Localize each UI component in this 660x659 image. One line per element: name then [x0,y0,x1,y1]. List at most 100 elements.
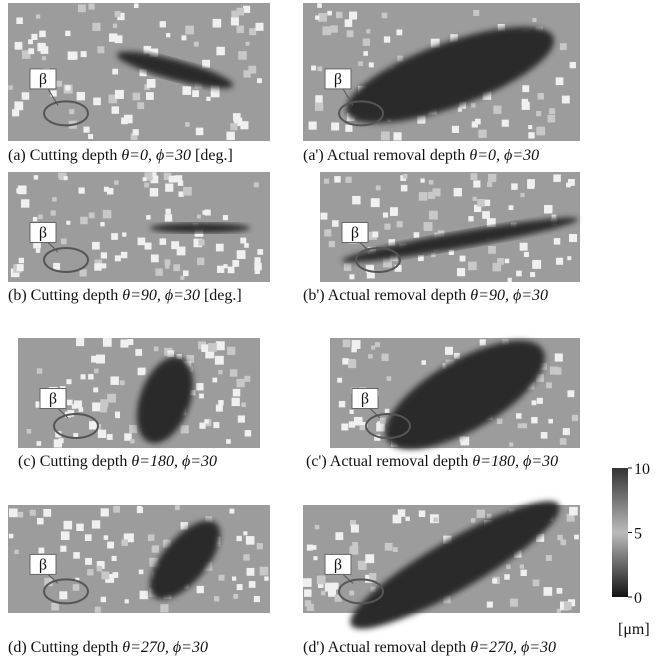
beta-label: β [334,71,342,88]
noise [216,341,225,350]
noise [429,180,434,185]
noise [197,215,201,219]
noise [198,239,204,245]
noise [168,350,175,357]
noise [497,418,503,424]
noise [320,213,327,220]
noise [349,12,357,20]
noise [543,587,552,596]
noise [214,596,219,601]
noise [18,512,24,518]
noise [385,409,390,414]
noise [28,48,34,54]
noise [194,42,199,47]
noise [146,92,154,100]
noise [15,42,23,50]
noise [311,65,316,70]
noise [56,81,62,87]
noise [166,209,171,214]
noise [115,90,124,99]
panel-image: β [330,320,580,471]
noise [165,214,172,221]
noise [372,231,378,237]
noise [312,545,317,550]
noise [569,507,578,516]
noise [371,346,375,350]
noise [345,19,353,27]
noise [196,383,203,390]
noise [100,222,104,226]
panel-image: β [8,172,270,282]
noise [254,182,259,187]
noise [335,532,343,540]
noise [389,239,396,246]
noise [324,229,331,236]
noise [249,28,256,35]
noise [181,425,189,433]
noise [555,353,563,361]
noise [125,599,129,603]
noise [219,575,225,581]
noise [53,263,60,270]
caption-params: θ=90, ϕ=30 [470,287,548,304]
noise [14,101,23,110]
caption: (d') Actual removal depth θ=270, ϕ=30 [303,639,556,656]
noise [113,506,120,513]
figure: β(a) Cutting depth θ=0, ϕ=30 [deg.]β(a')… [0,0,660,659]
caption: (c') Actual removal depth θ=180, ϕ=30 [306,453,558,470]
noise [380,418,386,424]
noise [528,132,534,138]
noise [418,255,424,261]
noise [352,542,358,548]
noise [460,436,466,442]
noise [420,178,424,182]
noise [520,193,524,197]
noise [30,510,36,516]
colorbar-tick-label: 5 [634,526,642,543]
noise [516,271,522,277]
caption-text: (a) Cutting depth [8,147,121,164]
noise [401,185,408,192]
noise [240,238,246,244]
noise [472,121,478,127]
noise [419,510,425,516]
noise [133,129,139,135]
noise [139,570,144,575]
noise [64,176,68,180]
noise [76,338,84,346]
noise [121,118,128,125]
noise [112,69,118,75]
noise [336,12,342,18]
noise [538,93,544,99]
noise [103,210,112,219]
caption: (d) Cutting depth θ=270, ϕ=30 [8,639,208,656]
beta-label: β [351,225,359,242]
noise [208,343,217,352]
noise [431,253,436,258]
colorbar-tick-label: 0 [634,590,642,607]
noise [387,376,392,381]
noise [502,120,509,127]
noise [165,184,173,192]
noise [59,591,67,599]
noise [368,354,373,359]
noise [160,238,167,245]
noise [248,66,256,74]
noise [471,518,476,523]
noise [520,243,528,251]
noise [354,417,363,426]
noise [104,535,109,540]
noise [241,402,245,406]
noise [8,85,12,89]
noise [522,423,527,428]
noise [178,180,183,185]
noise [65,85,70,90]
noise [424,222,433,231]
noise [349,274,354,279]
noise [230,369,237,376]
noise [532,18,536,22]
noise [393,547,398,552]
noise [524,252,529,257]
noise [236,536,241,541]
noise [511,183,517,189]
